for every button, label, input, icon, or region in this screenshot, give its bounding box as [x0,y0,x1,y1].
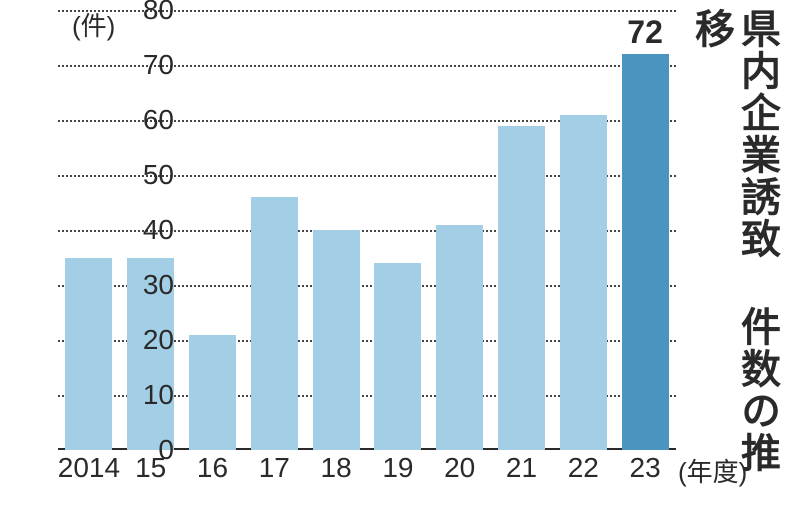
bar [436,225,483,451]
x-tick-label: 15 [135,452,166,484]
highlight-value-label: 72 [627,14,663,51]
x-tick-label: 18 [321,452,352,484]
bar [498,126,545,451]
x-axis-unit-label: (年度) [678,452,747,489]
bar [251,197,298,450]
y-tick-label: 50 [143,159,174,191]
y-tick-label: 20 [143,324,174,356]
y-tick-label: 80 [143,0,174,26]
x-tick-label: 17 [259,452,290,484]
x-tick-label: 20 [444,452,475,484]
x-tick-label: 16 [197,452,228,484]
x-tick-label: 22 [568,452,599,484]
x-tick-label: 21 [506,452,537,484]
y-tick-label: 10 [143,379,174,411]
y-tick-label: 60 [143,104,174,136]
y-axis-unit-label: (件) [72,6,115,43]
bar [560,115,607,451]
bar [65,258,112,451]
bar [374,263,421,450]
bar [622,54,669,450]
bar [313,230,360,450]
bar [189,335,236,451]
y-tick-label: 30 [143,269,174,301]
x-tick-label: 2014 [58,452,120,484]
y-tick-label: 40 [143,214,174,246]
y-tick-label: 70 [143,49,174,81]
x-tick-label: 19 [382,452,413,484]
chart-container: 県内企業誘致 件数の推移 (件) 01020304050607080201415… [0,0,800,509]
chart-title-line-1: 県内企業誘致 [735,8,779,260]
chart-title: 県内企業誘致 件数の推移 [688,8,780,509]
x-tick-label: 23 [630,452,661,484]
